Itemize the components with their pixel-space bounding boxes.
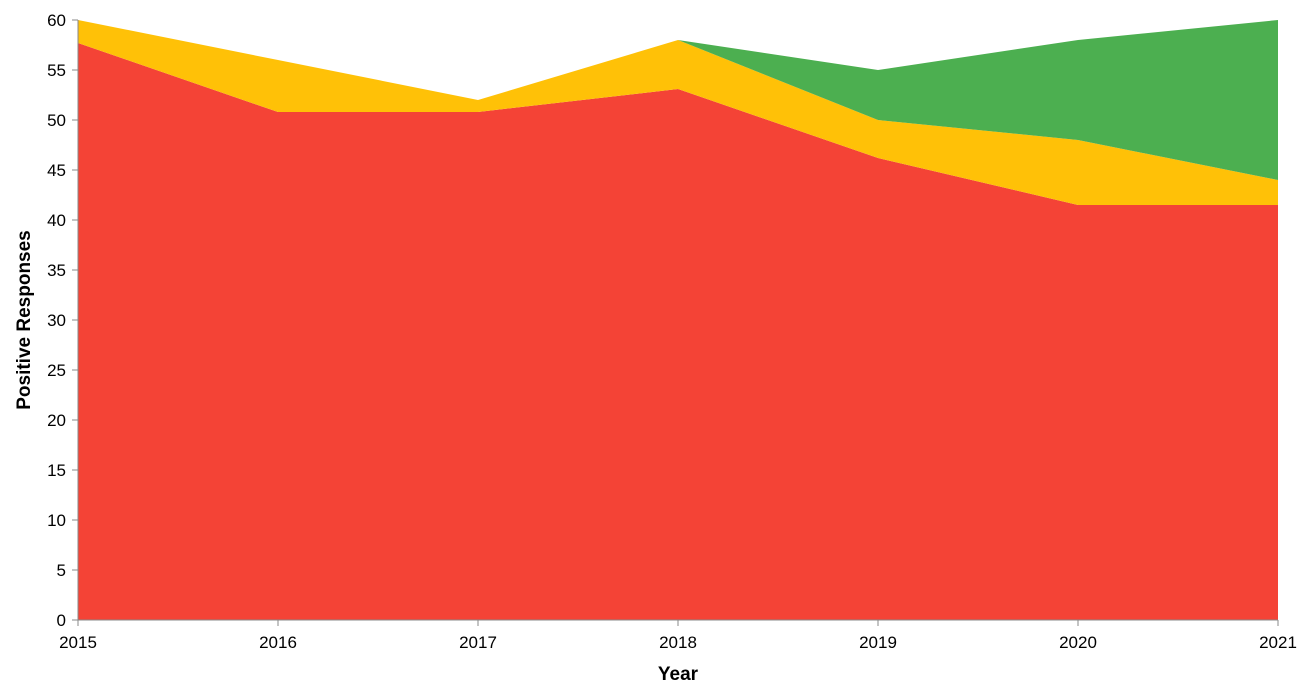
area-series-3 [78,20,1278,180]
x-tick-label: 2015 [59,633,97,652]
y-tick-label: 60 [47,11,66,30]
y-tick-label: 15 [47,461,66,480]
y-tick-label: 10 [47,511,66,530]
y-tick-label: 30 [47,311,66,330]
y-tick-label: 35 [47,261,66,280]
x-tick-label: 2021 [1259,633,1297,652]
x-axis: 2015 2016 2017 2018 2019 2020 2021 [59,619,1297,652]
y-axis: 0 5 10 15 20 25 30 35 40 45 50 55 60 [47,11,79,630]
x-tick-label: 2020 [1059,633,1097,652]
y-tick-label: 0 [57,611,66,630]
area-series-1 [78,43,1278,620]
y-tick-label: 5 [57,561,66,580]
y-tick-label: 55 [47,61,66,80]
area-series-group [78,20,1278,620]
y-tick-label: 45 [47,161,66,180]
y-tick-label: 50 [47,111,66,130]
x-tick-label: 2016 [259,633,297,652]
x-tick-label: 2019 [859,633,897,652]
x-tick-label: 2018 [659,633,697,652]
y-tick-label: 20 [47,411,66,430]
x-tick-label: 2017 [459,633,497,652]
y-tick-label: 40 [47,211,66,230]
x-axis-title: Year [658,664,699,685]
area-series-2 [78,20,1278,205]
y-axis-title: Positive Responses [14,230,35,410]
y-tick-label: 25 [47,361,66,380]
